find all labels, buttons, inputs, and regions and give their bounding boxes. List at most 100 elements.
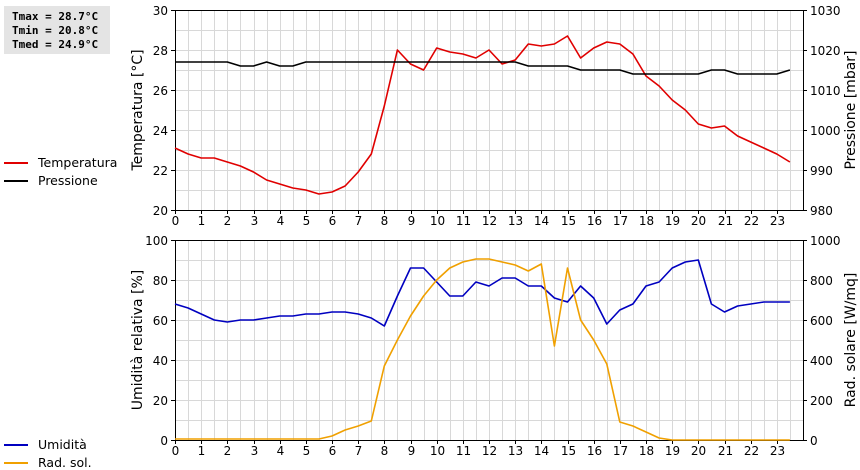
x-tick-label: 19 [665, 444, 680, 458]
x-tick-label: 15 [561, 444, 576, 458]
y-tick-label: 20 [153, 394, 168, 408]
x-tick-label: 20 [691, 214, 706, 228]
x-tick-label: 14 [534, 214, 549, 228]
x-tick-label: 4 [277, 444, 285, 458]
y-tick-label: 24 [153, 124, 168, 138]
y2-tick-label: 990 [810, 164, 833, 178]
y-tick-label: 60 [153, 314, 168, 328]
x-tick-label: 13 [508, 444, 523, 458]
legend-label: Temperatura [38, 155, 118, 170]
y-tick-label: 30 [153, 4, 168, 18]
series-line-rad-sol [175, 258, 790, 441]
x-tick-label: 4 [277, 214, 285, 228]
x-tick-label: 13 [508, 214, 523, 228]
x-tick-label: 23 [770, 444, 785, 458]
x-tick-label: 22 [744, 444, 759, 458]
x-tick-label: 22 [744, 214, 759, 228]
y-tick-label: 22 [153, 164, 168, 178]
y-tick-label: 28 [153, 44, 168, 58]
y-axis-left: 20 22 24 26 28 30 Temperatura [°C] [130, 4, 175, 218]
x-tick-label: 21 [718, 214, 733, 228]
x-tick-label: 1 [198, 214, 206, 228]
x-tick-label: 3 [251, 444, 259, 458]
legend-swatch-temperatura [4, 161, 28, 164]
x-tick-label: 10 [430, 444, 445, 458]
series-line-umidit [174, 259, 790, 327]
x-tick-label: 0 [172, 214, 180, 228]
x-tick-label: 12 [482, 214, 497, 228]
x-tick-label: 17 [613, 444, 628, 458]
stats-box: Tmax = 28.7°C Tmin = 20.8°C Tmed = 24.9°… [4, 6, 110, 54]
y-tick-label: 80 [153, 274, 168, 288]
legend-swatch-rad-sol [4, 461, 28, 464]
x-tick-label: 19 [665, 214, 680, 228]
x-tick-label: 20 [691, 444, 706, 458]
legend-swatch-pressione [4, 179, 28, 182]
x-tick-label: 0 [172, 444, 180, 458]
charts-canvas: 0 1 2 3 4 5 6 7 8 9 10 11 12 13 14 15 16 17 18 19 20 21 22 2320… [130, 4, 859, 458]
x-tick-label: 8 [381, 214, 389, 228]
series-line-pressione [175, 61, 791, 75]
stat-tmed: Tmed = 24.9°C [12, 38, 99, 51]
y2-tick-label: 800 [810, 274, 833, 288]
y-axis-label-left: Temperatura [°C] [130, 49, 146, 171]
x-tick-label: 8 [381, 444, 389, 458]
y-axis-label-right: Pressione [mbar] [843, 50, 859, 169]
y2-tick-label: 1000 [810, 234, 841, 248]
y-axis-label-left: Umidità relativa [%] [130, 270, 146, 411]
x-axis: 0 1 2 3 4 5 6 7 8 9 10 11 12 13 14 15 16 17 18 19 20 21 22 23 [172, 210, 785, 228]
stat-tmax: Tmax = 28.7°C [12, 10, 99, 23]
y2-tick-label: 1030 [810, 4, 841, 18]
x-tick-label: 11 [456, 444, 471, 458]
x-tick-label: 16 [587, 444, 602, 458]
x-tick-label: 17 [613, 214, 628, 228]
x-axis: 0 1 2 3 4 5 6 7 8 9 10 11 12 13 14 15 16 17 18 19 20 21 22 23 [172, 440, 785, 458]
x-tick-label: 5 [303, 444, 311, 458]
x-tick-label: 9 [408, 444, 416, 458]
x-tick-label: 18 [639, 214, 654, 228]
y2-tick-label: 1000 [810, 124, 841, 138]
y-tick-label: 26 [153, 84, 168, 98]
y-tick-label: 40 [153, 354, 168, 368]
series-line-temperatura [174, 35, 791, 195]
legend-label: Umidità [38, 437, 87, 452]
x-tick-label: 10 [430, 214, 445, 228]
x-tick-label: 6 [329, 444, 337, 458]
grid [175, 240, 804, 441]
chart-panel-1: 0 1 2 3 4 5 6 7 8 9 10 11 12 13 14 15 16 17 18 19 20 21 22 2320… [130, 4, 859, 228]
x-tick-label: 3 [251, 214, 259, 228]
x-tick-label: 11 [456, 214, 471, 228]
x-tick-label: 16 [587, 214, 602, 228]
legend-item-pressione: Pressione [4, 172, 98, 188]
y2-tick-label: 980 [810, 204, 833, 218]
x-tick-label: 2 [224, 444, 232, 458]
y2-tick-label: 1010 [810, 84, 841, 98]
y-tick-label: 100 [145, 234, 168, 248]
x-tick-label: 15 [561, 214, 576, 228]
x-tick-label: 6 [329, 214, 337, 228]
legend-item-umidita: Umidità [4, 436, 87, 452]
x-tick-label: 12 [482, 444, 497, 458]
chart-panel-2: 0 1 2 3 4 5 6 7 8 9 10 11 12 13 14 15 16 17 18 19 20 21 22 2302… [130, 234, 859, 458]
x-tick-label: 1 [198, 444, 206, 458]
x-tick-label: 18 [639, 444, 654, 458]
y2-tick-label: 400 [810, 354, 833, 368]
x-tick-label: 23 [770, 214, 785, 228]
y2-tick-label: 0 [810, 434, 818, 448]
y2-tick-label: 200 [810, 394, 833, 408]
x-tick-label: 14 [534, 444, 549, 458]
y-tick-label: 20 [153, 204, 168, 218]
x-tick-label: 5 [303, 214, 311, 228]
legend-item-temperatura: Temperatura [4, 154, 117, 170]
x-tick-label: 21 [718, 444, 733, 458]
y-axis-left: 0 20 40 60 80 100 Umidità relativa [%] [130, 234, 175, 448]
y-axis-right: 980 990 1000 1010 1020 1030 Pressione [mbar] [803, 4, 859, 218]
y2-tick-label: 1020 [810, 44, 841, 58]
x-tick-label: 9 [408, 214, 416, 228]
x-tick-label: 7 [355, 444, 363, 458]
legend-swatch-umidita [4, 443, 28, 446]
stat-tmin: Tmin = 20.8°C [12, 24, 99, 37]
y-tick-label: 0 [160, 434, 168, 448]
y2-tick-label: 600 [810, 314, 833, 328]
x-tick-label: 7 [355, 214, 363, 228]
